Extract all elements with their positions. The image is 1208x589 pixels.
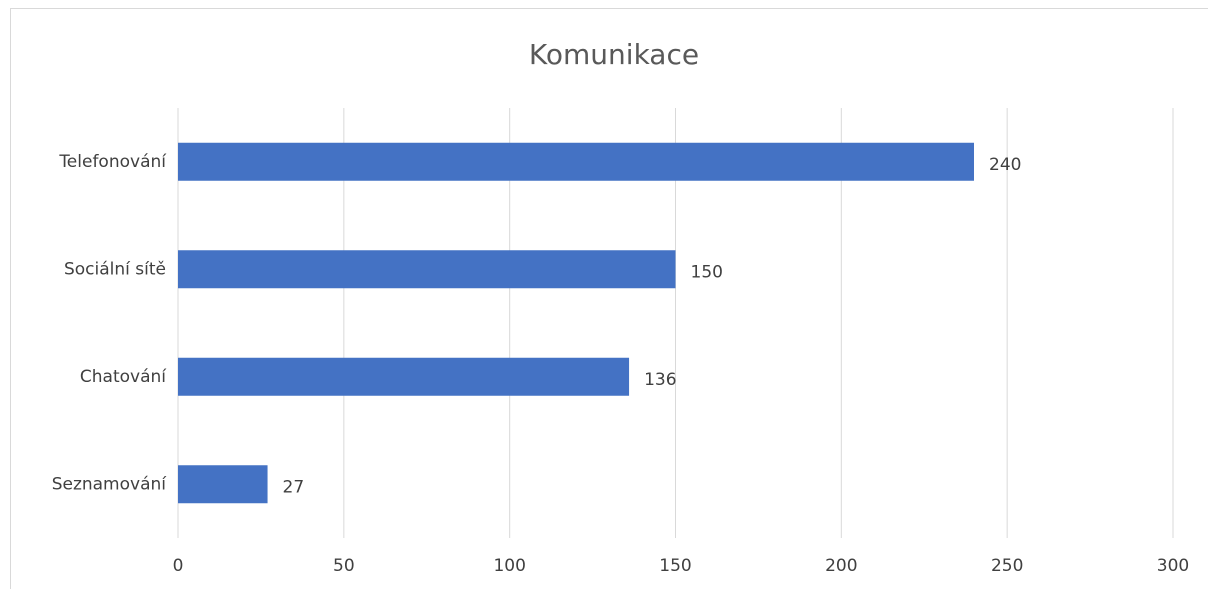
data-label: 27 [283,477,305,497]
x-tick-label: 0 [173,556,184,576]
data-label: 240 [989,155,1021,175]
bar [178,465,268,504]
chart-title: Komunikace [529,38,699,71]
y-tick-label: Telefonování [58,152,167,172]
x-tick-label: 50 [333,556,355,576]
x-tick-label: 200 [825,556,857,576]
x-tick-label: 100 [493,556,525,576]
y-tick-label: Sociální sítě [64,259,166,279]
bar [178,357,630,396]
data-label: 150 [691,262,723,282]
bar [178,142,974,181]
x-tick-label: 150 [659,556,691,576]
x-tick-label: 300 [1157,556,1189,576]
bar [178,250,676,289]
x-tick-label: 250 [991,556,1023,576]
y-tick-label: Chatování [80,367,167,387]
y-tick-label: Seznamování [52,474,168,494]
chart-border [10,8,1208,589]
data-label: 136 [644,370,676,390]
